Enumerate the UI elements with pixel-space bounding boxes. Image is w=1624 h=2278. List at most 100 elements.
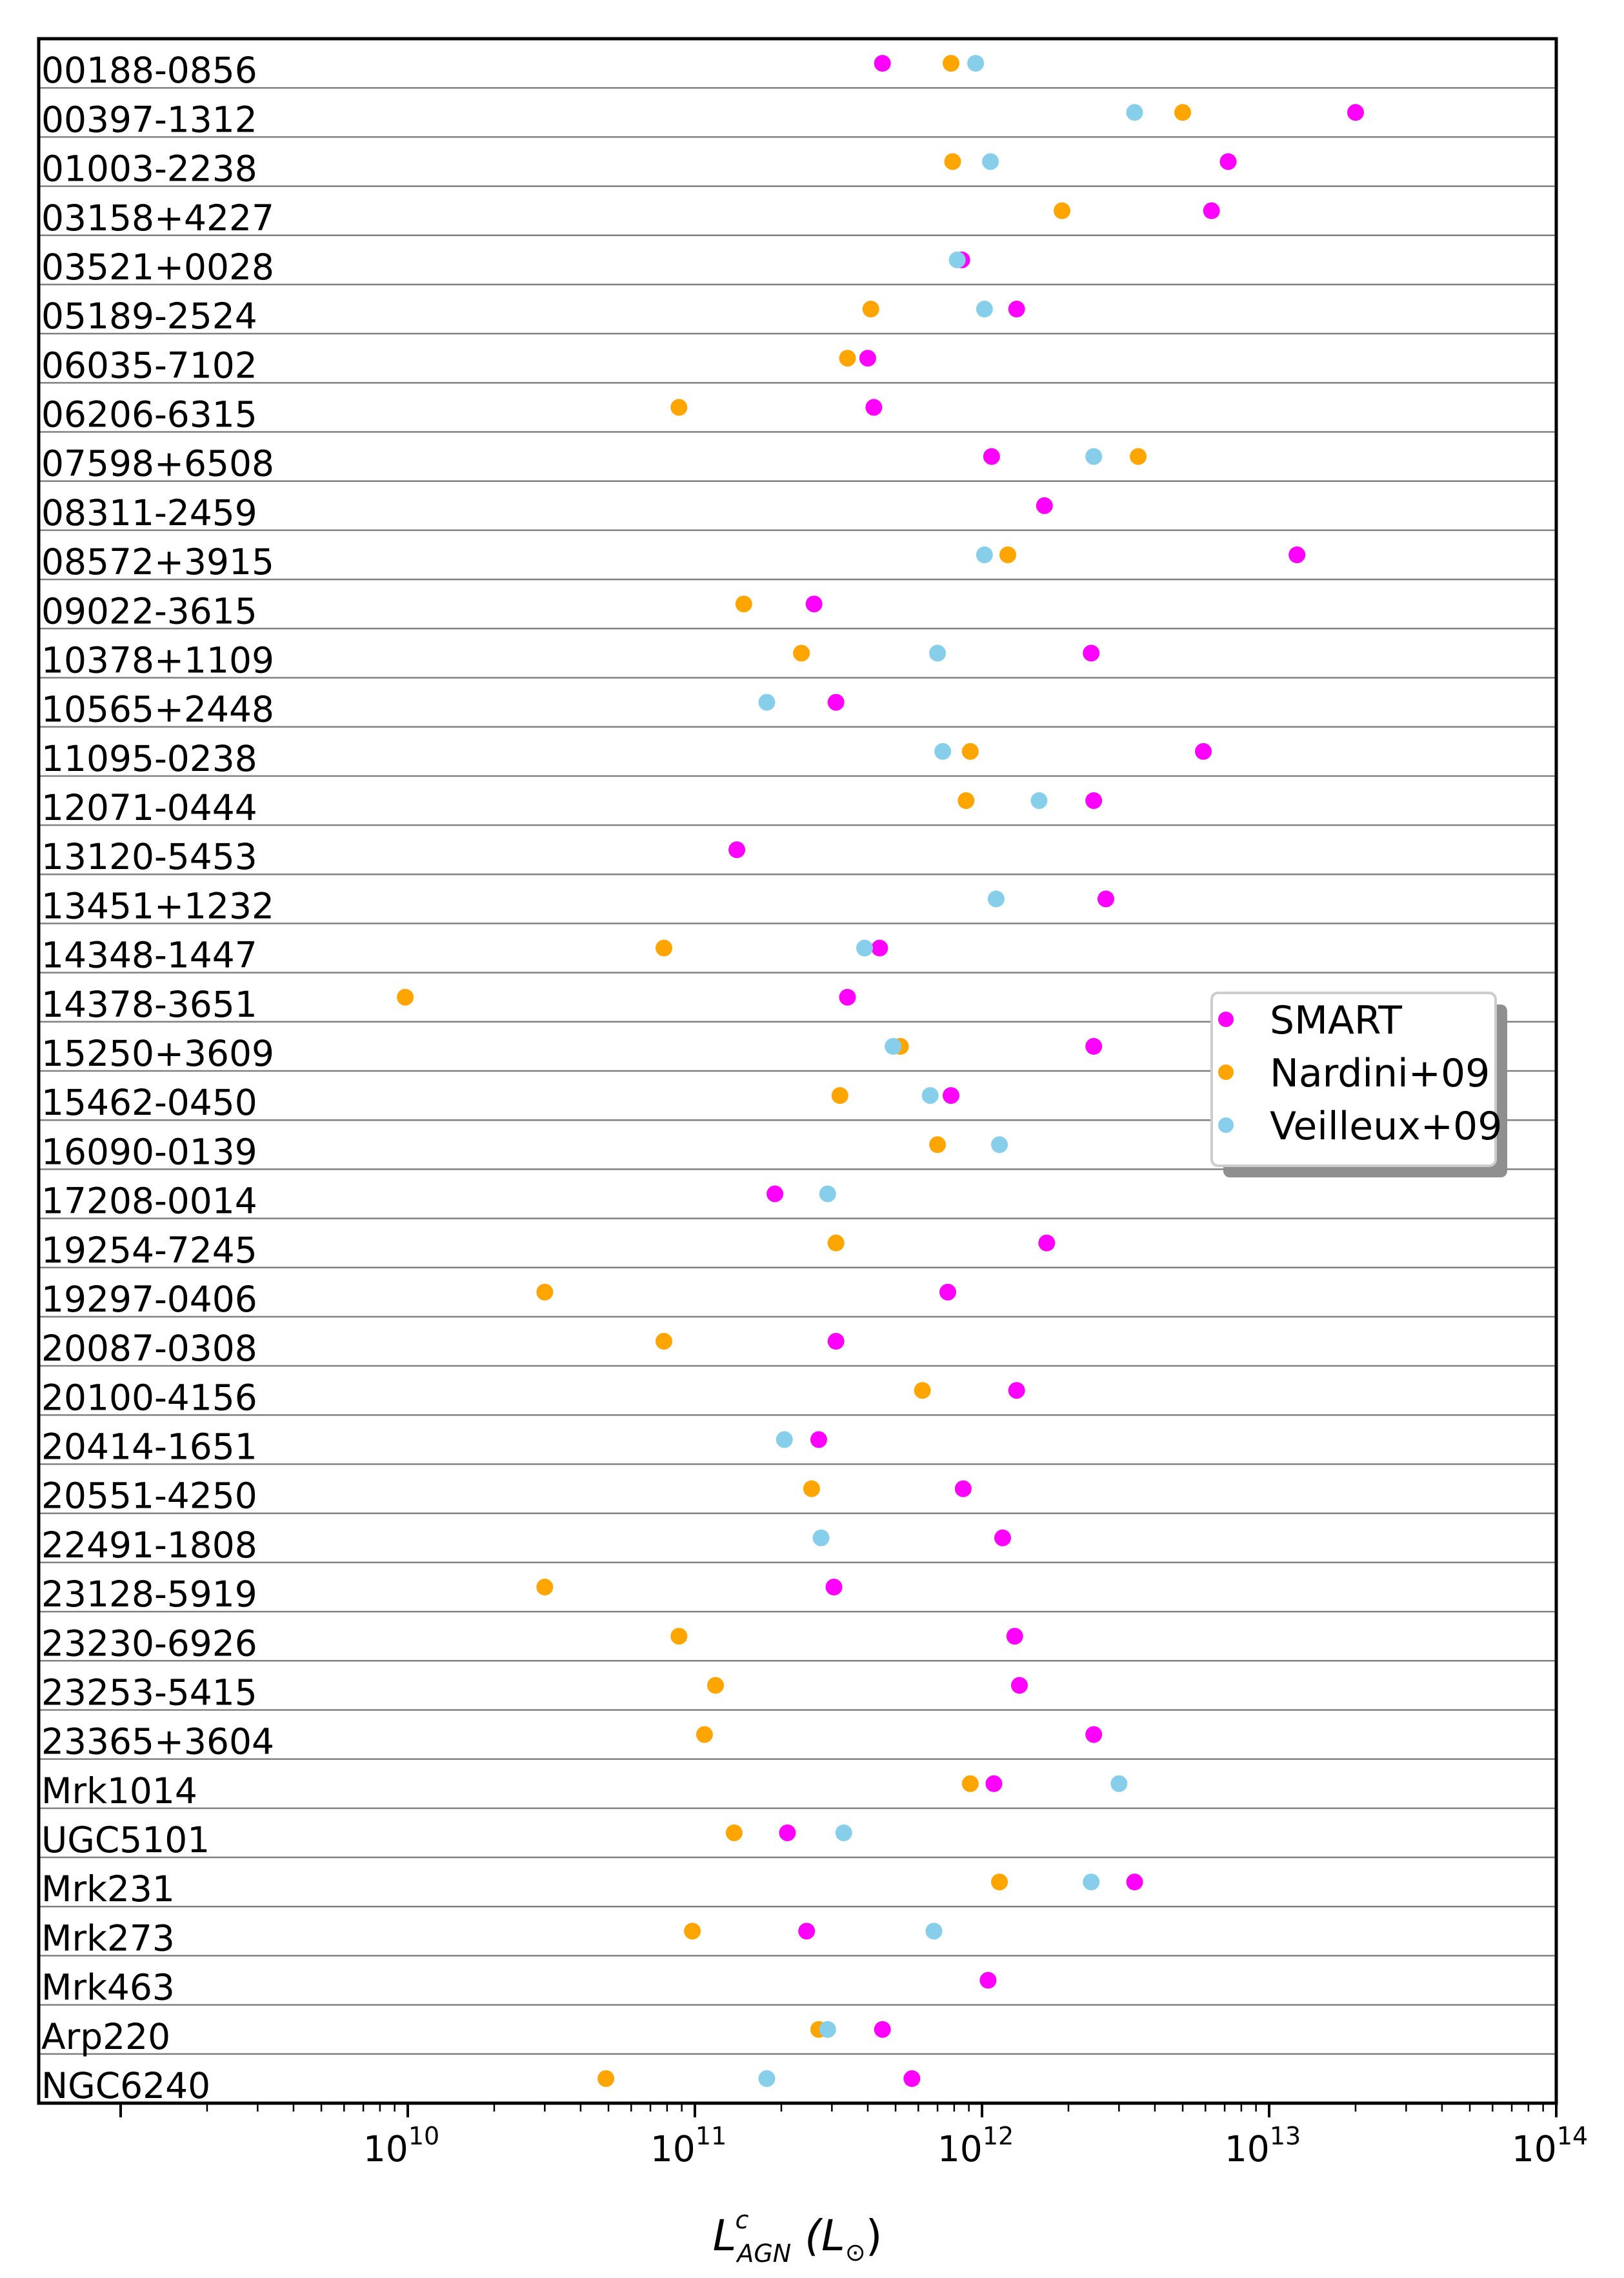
point-smart [903, 2070, 921, 2087]
point-nardini [839, 350, 856, 367]
point-veilleux [925, 1923, 943, 1940]
point-veilleux [976, 546, 993, 563]
point-nardini [597, 2070, 615, 2087]
point-smart [728, 841, 746, 859]
point-veilleux [948, 251, 966, 268]
category-label: Arp220 [41, 2016, 170, 2057]
point-smart [1010, 1677, 1028, 1694]
category-label: 07598+6508 [41, 443, 274, 485]
point-veilleux [1110, 1775, 1128, 1792]
point-smart [1036, 497, 1053, 514]
point-smart [859, 350, 876, 367]
point-smart [1083, 644, 1100, 662]
point-veilleux [991, 1136, 1008, 1154]
point-veilleux [1083, 1873, 1100, 1891]
legend-marker-nardini [1218, 1064, 1234, 1080]
category-label: 10378+1109 [41, 639, 274, 681]
category-label: 14378-3651 [41, 984, 257, 1025]
point-veilleux [835, 1824, 852, 1841]
point-veilleux [758, 694, 776, 711]
point-smart [779, 1824, 796, 1841]
point-nardini [999, 546, 1017, 563]
point-nardini [991, 1873, 1008, 1891]
category-label: 19254-7245 [41, 1230, 257, 1271]
point-smart [1006, 1628, 1023, 1645]
legend-label-smart: SMART [1270, 998, 1402, 1043]
point-veilleux [929, 644, 947, 662]
point-smart [1085, 1037, 1103, 1055]
point-smart [1126, 1873, 1143, 1891]
point-nardini [670, 1628, 688, 1645]
x-tick-labels: 1010 1011 1012 1013 1014 [363, 2122, 1588, 2170]
point-nardini [831, 1087, 848, 1104]
point-smart [1008, 1382, 1025, 1399]
category-label: 03521+0028 [41, 246, 274, 288]
point-smart [767, 1185, 784, 1203]
category-label: 13120-5453 [41, 836, 257, 877]
point-veilleux [982, 153, 999, 170]
point-nardini [397, 988, 414, 1006]
point-nardini [1130, 448, 1147, 465]
x-axis-label-sup: c [735, 2206, 748, 2234]
category-label: Mrk231 [41, 1868, 175, 1910]
point-smart [985, 1775, 1003, 1792]
x-tick-label: 1011 [650, 2122, 727, 2170]
x-axis-label-main: L [713, 2211, 737, 2261]
category-label: 12071-0444 [41, 787, 257, 828]
point-smart [1085, 792, 1103, 809]
point-smart [827, 1333, 845, 1350]
point-nardini [725, 1824, 743, 1841]
category-label: Mrk273 [41, 1917, 175, 1959]
legend-marker-smart [1218, 1012, 1234, 1027]
category-label: 00397-1312 [41, 99, 257, 140]
point-smart [825, 1579, 843, 1595]
point-nardini [696, 1726, 713, 1743]
legend-box [1210, 992, 1497, 1167]
x-axis-ticks [119, 2103, 1558, 2117]
point-smart [1085, 1726, 1103, 1743]
plot-frame [37, 37, 1558, 2105]
point-smart [871, 939, 888, 957]
category-label: 13451+1232 [41, 885, 274, 926]
category-label: 03158+4227 [41, 197, 274, 239]
point-nardini [536, 1579, 554, 1595]
category-label: 22491-1808 [41, 1524, 257, 1566]
category-label: 23128-5919 [41, 1574, 257, 1615]
point-veilleux [758, 2070, 776, 2087]
point-nardini [944, 153, 961, 170]
point-veilleux [812, 1529, 830, 1546]
category-label: 23253-5415 [41, 1672, 257, 1713]
point-nardini [862, 301, 879, 318]
category-labels: 00188-0856 00397-1312 01003-2238 03158+4227… [41, 50, 274, 2106]
point-veilleux [885, 1037, 902, 1055]
point-smart [839, 988, 856, 1006]
point-smart [1008, 301, 1025, 318]
point-nardini [670, 399, 688, 416]
x-tick-label: 1012 [937, 2122, 1014, 2170]
category-label: 20100-4156 [41, 1377, 257, 1418]
point-nardini [827, 1234, 845, 1252]
category-label: UGC5101 [41, 1819, 210, 1861]
category-label: Mrk463 [41, 1967, 175, 2008]
point-veilleux [967, 55, 985, 72]
point-veilleux [776, 1431, 793, 1448]
category-label: 20087-0308 [41, 1328, 257, 1369]
point-smart [983, 448, 1000, 465]
point-nardini [803, 1480, 820, 1497]
point-smart [1347, 104, 1364, 121]
point-veilleux [921, 1087, 939, 1104]
legend-marker-veilleux [1218, 1117, 1234, 1133]
point-veilleux [1085, 448, 1103, 465]
point-smart [979, 1972, 997, 1989]
category-label: 08572+3915 [41, 541, 274, 583]
point-smart [810, 1431, 827, 1448]
point-veilleux [1126, 104, 1143, 121]
point-smart [865, 399, 883, 416]
x-axis-label: Lc AGN (L⊙) [713, 2206, 883, 2268]
x-axis-label-unit-open: (L [791, 2211, 845, 2261]
category-label: 15462-0450 [41, 1082, 257, 1123]
point-nardini [961, 743, 979, 760]
category-label: 15250+3609 [41, 1033, 274, 1074]
point-nardini [707, 1677, 724, 1694]
legend: SMART Nardini+09 Veilleux+09 [1210, 992, 1507, 1177]
